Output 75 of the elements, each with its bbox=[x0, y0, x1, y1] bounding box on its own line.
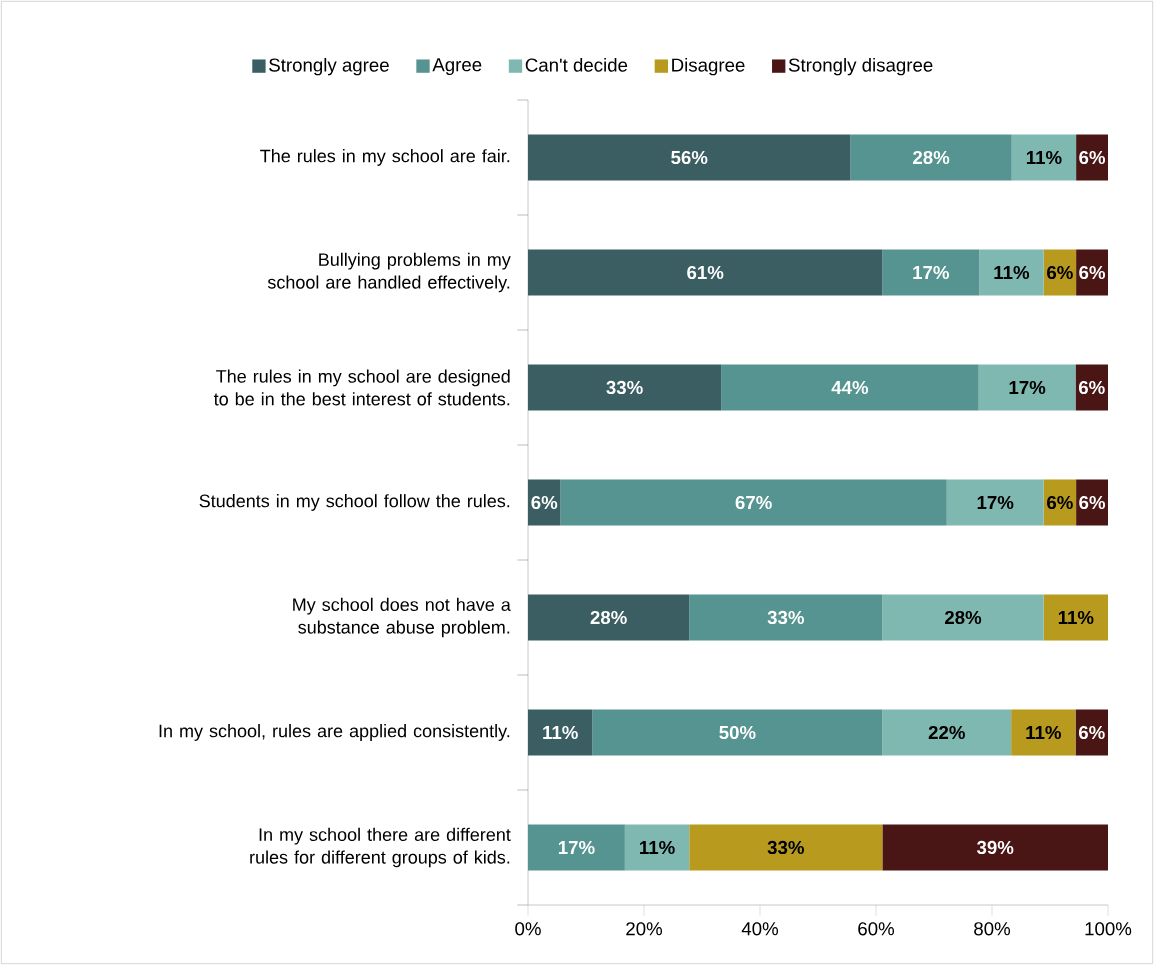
data-label: 6% bbox=[1078, 725, 1105, 740]
bar bbox=[882, 249, 980, 296]
data-label: 28% bbox=[944, 610, 982, 625]
data-label: 11% bbox=[1026, 150, 1062, 165]
legend-label: Can't decide bbox=[525, 57, 628, 72]
data-label: 11% bbox=[543, 725, 578, 740]
bar bbox=[1011, 134, 1077, 181]
data-label: 67% bbox=[735, 495, 772, 510]
bar bbox=[978, 364, 1076, 411]
data-label: 11% bbox=[1058, 610, 1094, 625]
data-label: 6% bbox=[531, 495, 558, 510]
bar bbox=[1076, 134, 1108, 181]
bar bbox=[528, 364, 722, 411]
data-label: 61% bbox=[687, 265, 724, 280]
data-label: 6% bbox=[1047, 265, 1073, 280]
x-tick-label: 60% bbox=[858, 922, 895, 936]
y-tick-label: Bullying problems in my school are handled effectively. bbox=[267, 252, 511, 293]
data-label: 44% bbox=[831, 380, 869, 395]
data-label: 56% bbox=[671, 150, 708, 165]
bar bbox=[721, 364, 979, 411]
legend-label: Disagree bbox=[672, 57, 745, 76]
bar bbox=[592, 709, 883, 756]
bar bbox=[528, 594, 690, 641]
data-label: 6% bbox=[1047, 495, 1073, 510]
bar bbox=[979, 249, 1044, 296]
data-label: 6% bbox=[1079, 495, 1106, 510]
data-label: 11% bbox=[994, 265, 1030, 280]
data-label: 17% bbox=[977, 495, 1014, 510]
bar bbox=[528, 709, 593, 756]
y-tick-label: My school does not have a substance abuse problem. bbox=[293, 597, 511, 638]
data-label: 6% bbox=[1079, 150, 1106, 165]
y-tick-label: The rules in my school are designed to be in the best interest of students. bbox=[213, 369, 510, 406]
x-tick-label: 40% bbox=[741, 922, 779, 936]
data-label: 6% bbox=[1079, 265, 1106, 280]
y-tick-label: The rules in my school are fair. bbox=[260, 149, 510, 166]
legend-label: Strongly disagree bbox=[788, 57, 933, 76]
bar bbox=[1011, 709, 1076, 756]
data-label: 50% bbox=[719, 725, 756, 740]
bar bbox=[528, 824, 625, 871]
bar bbox=[882, 594, 1044, 641]
bar bbox=[1043, 594, 1108, 641]
legend-label: Strongly agree bbox=[269, 57, 389, 76]
data-label: 33% bbox=[767, 840, 804, 855]
bar bbox=[1076, 479, 1108, 526]
legend-label: Agree bbox=[432, 58, 482, 76]
data-label: 11% bbox=[640, 840, 675, 855]
bar bbox=[528, 134, 851, 181]
data-label: 33% bbox=[767, 610, 804, 625]
data-label: 11% bbox=[1026, 725, 1061, 740]
bar bbox=[689, 594, 883, 641]
data-label: 17% bbox=[558, 840, 595, 855]
bar bbox=[882, 709, 1012, 756]
data-label: 17% bbox=[1009, 380, 1046, 395]
x-tick-label: 0% bbox=[515, 922, 541, 936]
x-tick-label: 80% bbox=[974, 922, 1011, 936]
bar bbox=[560, 479, 947, 526]
bar bbox=[882, 824, 1108, 871]
y-tick-label: In my school, rules are applied consistently. bbox=[159, 724, 510, 741]
bar bbox=[946, 479, 1044, 526]
bar bbox=[689, 824, 883, 871]
bar bbox=[1076, 249, 1108, 296]
data-label: 28% bbox=[913, 150, 950, 165]
x-tick-label: 100% bbox=[1085, 922, 1132, 936]
data-label: 33% bbox=[606, 380, 643, 395]
data-label: 28% bbox=[590, 610, 627, 625]
x-tick-label: 20% bbox=[626, 922, 663, 936]
bar bbox=[528, 249, 883, 296]
data-label: 39% bbox=[976, 840, 1014, 855]
data-label: 6% bbox=[1078, 380, 1105, 395]
data-label: 17% bbox=[913, 265, 949, 280]
bar bbox=[624, 824, 690, 871]
y-tick-label: In my school there are different rules for different groups of kids. bbox=[250, 827, 511, 868]
bar bbox=[850, 134, 1012, 181]
data-label: 22% bbox=[928, 725, 965, 740]
y-tick-label: Students in my school follow the rules. bbox=[199, 494, 510, 511]
